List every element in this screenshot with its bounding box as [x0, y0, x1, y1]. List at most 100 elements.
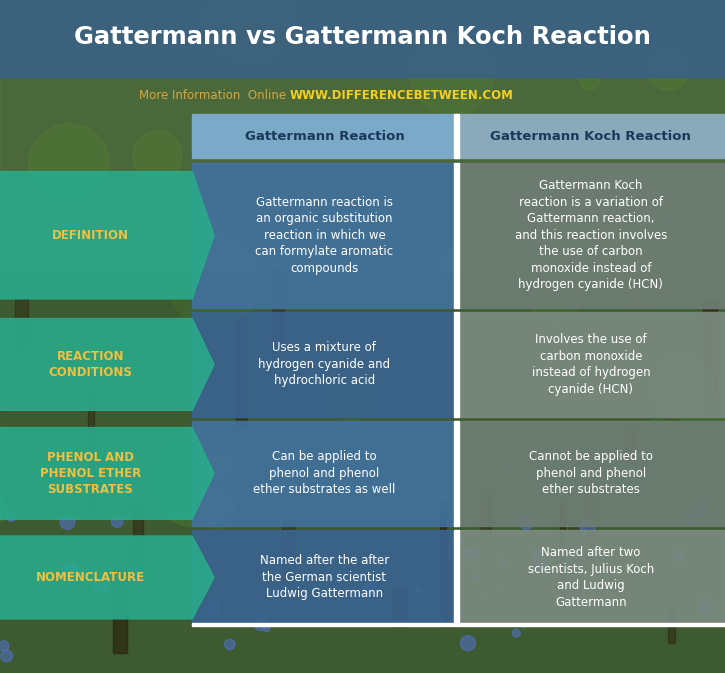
Bar: [703, 302, 717, 412]
Bar: [455, 530, 459, 625]
Circle shape: [276, 430, 306, 460]
Circle shape: [558, 223, 620, 285]
Circle shape: [698, 600, 713, 614]
Circle shape: [534, 557, 548, 571]
Bar: [457, 163, 725, 308]
Circle shape: [602, 221, 687, 306]
Bar: [236, 318, 247, 427]
Text: Named after two
scientists, Julius Koch
and Ludwig
Gattermann: Named after two scientists, Julius Koch …: [528, 546, 654, 608]
Bar: [457, 530, 725, 625]
Circle shape: [329, 378, 372, 421]
Bar: [455, 163, 459, 308]
Circle shape: [579, 69, 600, 90]
Bar: [455, 421, 459, 526]
Circle shape: [513, 629, 521, 637]
Circle shape: [168, 235, 260, 328]
Polygon shape: [0, 318, 214, 411]
Bar: [192, 114, 457, 158]
Circle shape: [0, 641, 9, 651]
Text: NOMENCLATURE: NOMENCLATURE: [36, 571, 145, 584]
Bar: [586, 479, 592, 571]
Circle shape: [198, 490, 236, 528]
Text: Uses a mixture of
hydrogen cyanide and
hydrochloric acid: Uses a mixture of hydrogen cyanide and h…: [258, 341, 391, 388]
Circle shape: [654, 470, 702, 517]
Circle shape: [133, 131, 182, 180]
Circle shape: [207, 601, 220, 615]
Circle shape: [460, 635, 476, 651]
Circle shape: [422, 273, 446, 297]
Circle shape: [60, 515, 75, 530]
Circle shape: [62, 561, 78, 577]
Circle shape: [267, 120, 305, 159]
Text: Gattermann Koch Reaction: Gattermann Koch Reaction: [490, 130, 692, 143]
Circle shape: [112, 516, 123, 528]
Circle shape: [29, 124, 109, 205]
Circle shape: [531, 550, 543, 562]
Bar: [569, 522, 579, 606]
Circle shape: [687, 515, 696, 524]
Circle shape: [364, 582, 378, 596]
Circle shape: [641, 419, 673, 451]
Text: Gattermann Koch
reaction is a variation of
Gattermann reaction,
and this reactio: Gattermann Koch reaction is a variation …: [515, 179, 667, 291]
Circle shape: [1, 650, 12, 662]
Bar: [457, 421, 725, 526]
Circle shape: [563, 563, 568, 567]
Circle shape: [498, 560, 505, 567]
Circle shape: [0, 499, 10, 522]
Bar: [192, 623, 725, 625]
Circle shape: [452, 534, 463, 544]
Bar: [0, 0, 725, 77]
Polygon shape: [0, 427, 214, 520]
Polygon shape: [0, 536, 214, 619]
Circle shape: [254, 616, 268, 631]
Text: WWW.DIFFERENCEBETWEEN.COM: WWW.DIFFERENCEBETWEEN.COM: [290, 90, 514, 102]
Circle shape: [580, 520, 594, 534]
Bar: [272, 269, 284, 353]
Text: DEFINITION: DEFINITION: [51, 229, 129, 242]
Bar: [441, 500, 446, 616]
Text: Named after the after
the German scientist
Ludwig Gattermann: Named after the after the German scienti…: [260, 555, 389, 600]
Circle shape: [439, 252, 465, 279]
Bar: [626, 427, 634, 463]
Circle shape: [652, 357, 713, 418]
Text: More Information  Online: More Information Online: [139, 90, 286, 102]
Text: Can be applied to
phenol and phenol
ether substrates as well: Can be applied to phenol and phenol ethe…: [253, 450, 396, 497]
Text: Cannot be applied to
phenol and phenol
ether substrates: Cannot be applied to phenol and phenol e…: [529, 450, 653, 497]
Bar: [88, 394, 94, 506]
Bar: [481, 489, 491, 568]
Circle shape: [677, 396, 725, 470]
Bar: [455, 114, 459, 158]
Bar: [457, 312, 725, 417]
Circle shape: [410, 32, 494, 116]
Bar: [455, 312, 459, 417]
Circle shape: [523, 258, 585, 320]
Circle shape: [455, 612, 463, 620]
Circle shape: [519, 515, 534, 530]
Circle shape: [694, 504, 708, 518]
Circle shape: [423, 435, 498, 510]
Circle shape: [521, 624, 526, 628]
Bar: [192, 163, 457, 308]
Bar: [282, 520, 295, 581]
Bar: [457, 114, 725, 158]
Circle shape: [94, 579, 109, 593]
Text: Gattermann reaction is
an organic substitution
reaction in which we
can formylat: Gattermann reaction is an organic substi…: [255, 196, 394, 275]
Circle shape: [415, 587, 421, 594]
Bar: [192, 421, 457, 526]
Bar: [0, 0, 725, 269]
Text: Gattermann vs Gattermann Koch Reaction: Gattermann vs Gattermann Koch Reaction: [74, 25, 651, 49]
Bar: [444, 563, 452, 626]
Text: Gattermann Reaction: Gattermann Reaction: [244, 130, 405, 143]
Bar: [133, 502, 144, 571]
Circle shape: [455, 532, 515, 593]
Text: Involves the use of
carbon monoxide
instead of hydrogen
cyanide (HCN): Involves the use of carbon monoxide inst…: [531, 333, 650, 396]
Bar: [113, 569, 127, 653]
Circle shape: [474, 575, 479, 580]
Circle shape: [202, 0, 299, 65]
Bar: [560, 503, 565, 606]
Text: REACTION
CONDITIONS: REACTION CONDITIONS: [49, 350, 132, 379]
Polygon shape: [0, 172, 214, 299]
Circle shape: [225, 639, 235, 650]
Bar: [192, 312, 457, 417]
Bar: [394, 589, 407, 626]
